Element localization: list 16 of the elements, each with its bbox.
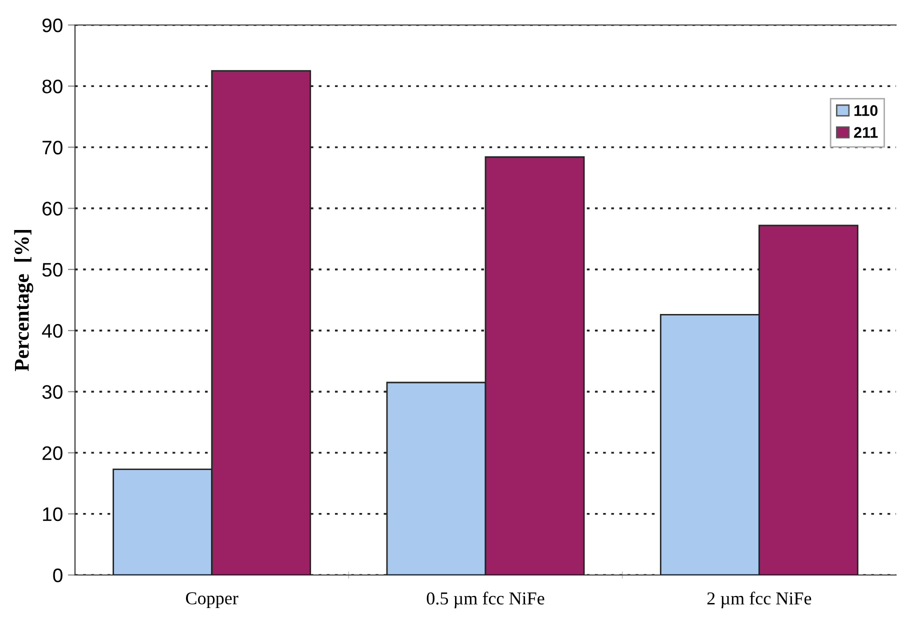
y-tick-label: 80 [42, 80, 62, 94]
y-tick-label: 10 [43, 507, 62, 522]
y-tick-label: 70 [42, 140, 62, 154]
x-tick-label: Copper [186, 592, 238, 608]
y-tick-label: 50 [42, 262, 62, 277]
y-tick-label: 30 [42, 385, 62, 399]
y-tick-label: 20 [42, 446, 62, 460]
x-tick-label: 0.5 µm fcc NiFe [426, 592, 544, 608]
y-tick-label: 90 [42, 18, 62, 32]
y-tick-label: 0 [53, 568, 62, 582]
legend-label: 211 [854, 127, 878, 138]
y-tick-label: 60 [42, 202, 62, 216]
x-tick-label: 2 µm fcc NiFe [707, 592, 812, 608]
y-axis-title: Percentage [%] [14, 230, 34, 372]
legend-label: 110 [854, 105, 878, 116]
y-tick-label: 40 [42, 324, 62, 338]
